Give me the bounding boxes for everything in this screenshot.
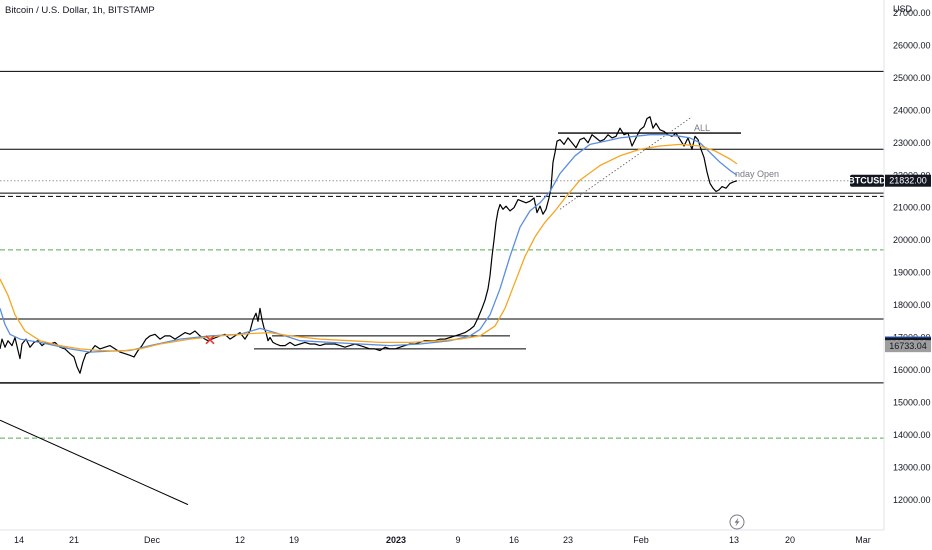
y-axis-label: USD	[893, 4, 913, 14]
trend-line-3	[559, 116, 693, 210]
chart-title: Bitcoin / U.S. Dollar, 1h, BITSTAMP	[5, 5, 155, 16]
x-tick-label: Feb	[633, 535, 649, 545]
segment-line-4	[0, 419, 189, 506]
y-tick-label: 19000.00	[893, 268, 931, 278]
x-tick-label: 2023	[386, 535, 406, 545]
x-tick-label: 23	[563, 535, 573, 545]
price-label-text: 16733.04	[889, 341, 927, 351]
symbol-badge-bg	[850, 174, 884, 187]
symbol-badge-text: BTCUSD	[848, 176, 886, 186]
y-tick-label: 18000.00	[893, 300, 931, 310]
annotations: nday Open ALL	[205, 123, 779, 345]
series-group	[0, 116, 738, 374]
y-tick-label: 13000.00	[893, 462, 931, 472]
x-tick-label: 16	[509, 535, 519, 545]
x-tick-label: Mar	[855, 535, 871, 545]
y-tick-label: 14000.00	[893, 430, 931, 440]
annotation-label-1: ALL	[694, 123, 710, 133]
price-label-bg	[885, 174, 931, 187]
x-tick-label: 21	[69, 535, 79, 545]
lightning-icon[interactable]	[729, 514, 745, 530]
x-tick-label: 14	[14, 535, 24, 545]
y-tick-label: 21000.00	[893, 203, 931, 213]
y-tick-label: 24000.00	[893, 105, 931, 115]
y-tick-label: 25000.00	[893, 73, 931, 83]
time-axis[interactable]: 14 21 Dec 12 19 2023 9 16 23 Feb 13 20 Mar	[14, 535, 871, 545]
y-tick-label: 27000.00	[893, 8, 931, 18]
cross-stroke-b	[205, 335, 215, 345]
annotation-label-0: nday Open	[735, 169, 779, 179]
price-axis[interactable]: 12000.00 13000.00 14000.00 15000.00 16000.00…	[893, 8, 931, 505]
horizontal-levels	[0, 70, 884, 439]
x-tick-label: 13	[729, 535, 739, 545]
price-line	[0, 116, 738, 374]
price-label-bg	[885, 340, 931, 353]
cross-marker-icon	[205, 335, 215, 345]
x-tick-label: 9	[455, 535, 460, 545]
y-tick-label: 26000.00	[893, 40, 931, 50]
price-label-text: 21832.00	[889, 176, 927, 186]
y-tick-label: 15000.00	[893, 397, 931, 407]
x-tick-label: 20	[785, 535, 795, 545]
y-tick-label: 23000.00	[893, 138, 931, 148]
price-label-3: 16733.04	[885, 340, 931, 353]
x-tick-label: Dec	[144, 535, 161, 545]
last-price-badge: BTCUSD 21832.00	[848, 174, 931, 187]
x-tick-label: 19	[289, 535, 299, 545]
x-tick-label: 12	[235, 535, 245, 545]
moving-average-line-2	[0, 143, 738, 352]
y-tick-label: 16000.00	[893, 365, 931, 375]
y-tick-label: 12000.00	[893, 495, 931, 505]
y-tick-label: 20000.00	[893, 235, 931, 245]
